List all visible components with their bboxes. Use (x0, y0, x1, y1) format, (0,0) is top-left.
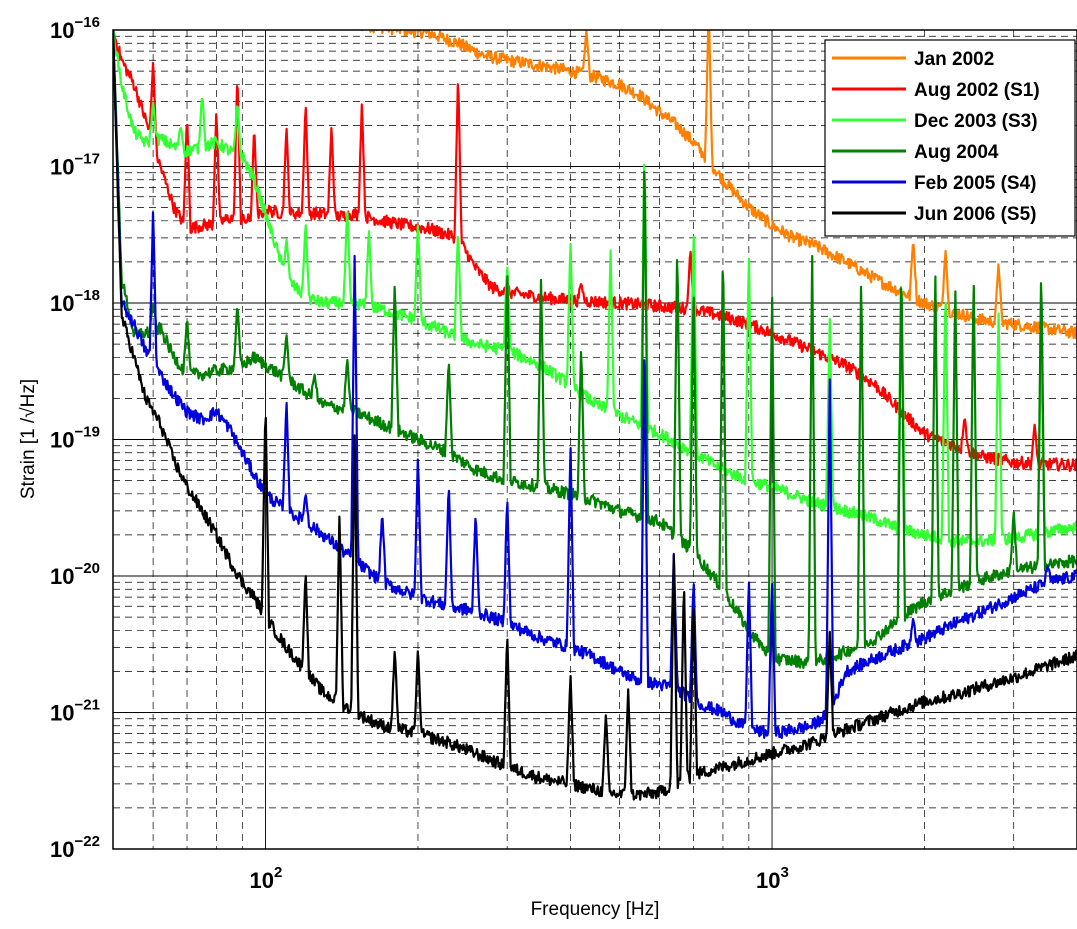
series-line-3 (113, 35, 1077, 670)
series-line-5 (113, 30, 1077, 801)
legend-label-2: Dec 2003 (S3) (914, 111, 1038, 132)
y-tick-label: 10−17 (50, 151, 100, 180)
legend-label-4: Feb 2005 (S4) (914, 173, 1037, 194)
y-tick-label: 10−22 (50, 833, 100, 862)
series-line-2 (113, 30, 1077, 548)
y-axis-label: Strain [1 /√Hz] (18, 379, 39, 499)
series-layer (113, 30, 1077, 801)
legend-label-5: Jun 2006 (S5) (914, 204, 1037, 225)
x-tick-label: 102 (249, 864, 282, 893)
y-tick-label: 10−21 (50, 697, 100, 726)
y-tick-label: 10−16 (50, 14, 100, 43)
legend-label-3: Aug 2004 (914, 142, 999, 163)
legend-label-0: Jan 2002 (914, 49, 994, 70)
x-tick-label: 103 (756, 864, 789, 893)
series-line-1 (113, 30, 1077, 472)
series-line-4 (113, 30, 1077, 739)
plot-frame (112, 29, 1077, 850)
y-tick-label: 10−19 (50, 424, 100, 453)
x-axis-label: Frequency [Hz] (531, 899, 660, 920)
legend: Jan 2002 Aug 2002 (S1) Dec 2003 (S3) Aug 20… (824, 39, 1076, 237)
tick-labels: 10−16 10−17 10−18 10−19 10−20 10−21 10−22 102 10… (50, 14, 789, 893)
y-tick-label: 10−20 (50, 560, 100, 589)
legend-label-1: Aug 2002 (S1) (914, 80, 1040, 101)
y-tick-label: 10−18 (50, 287, 100, 316)
series-line-0 (359, 30, 1077, 340)
legend-box (824, 39, 1076, 237)
